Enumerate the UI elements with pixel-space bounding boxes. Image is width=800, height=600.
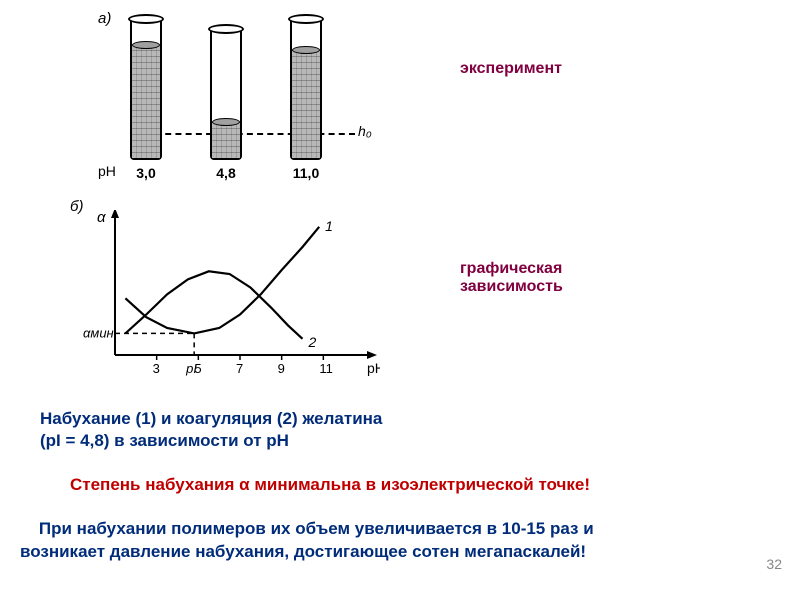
h0-label: h₀ <box>358 123 372 139</box>
h0-line <box>155 133 355 135</box>
tube-1 <box>130 20 162 160</box>
tube-fill <box>132 45 160 158</box>
tube-top <box>128 14 164 24</box>
figure-caption: Набухание (1) и коагуляция (2) желатина … <box>40 408 382 452</box>
chart: αpH357911pIαмин12 <box>80 210 380 385</box>
blue-paragraph: При набухании полимеров их объем увеличи… <box>20 518 790 564</box>
tube-1-ph: 3,0 <box>126 165 166 181</box>
svg-text:2: 2 <box>308 334 317 350</box>
tube-fill-surface <box>132 41 160 49</box>
svg-text:αмин: αмин <box>83 325 114 340</box>
svg-text:3: 3 <box>153 361 160 376</box>
experiment-label: эксперимент <box>460 60 562 78</box>
page-number: 32 <box>766 556 782 572</box>
tube-fill <box>212 122 240 158</box>
chart-svg: αpH357911pIαмин12 <box>80 210 380 385</box>
svg-text:α: α <box>97 210 106 226</box>
tube-fill-surface <box>292 46 320 54</box>
tube-2 <box>210 30 242 160</box>
svg-text:pI: pI <box>185 361 197 376</box>
red-statement: Степень набухания α минимальна в изоэлек… <box>70 475 590 495</box>
svg-text:7: 7 <box>236 361 243 376</box>
svg-text:9: 9 <box>278 361 285 376</box>
tube-fill-surface <box>212 118 240 126</box>
blue-l1: При набухании полимеров их объем увеличи… <box>20 519 594 538</box>
graph-label: графическая зависимость <box>460 260 563 296</box>
caption-line2: (pI = 4,8) в зависимости от pH <box>40 431 289 450</box>
tube-3-ph: 11,0 <box>286 165 326 181</box>
tube-3 <box>290 20 322 160</box>
tube-top <box>208 24 244 34</box>
blue-l2: возникает давление набухания, достигающе… <box>20 542 586 561</box>
tube-top <box>288 14 324 24</box>
tube-2-ph: 4,8 <box>206 165 246 181</box>
svg-text:11: 11 <box>319 361 333 376</box>
tube-fill <box>292 50 320 158</box>
ph-axis-label: pH <box>98 163 116 179</box>
caption-line1: Набухание (1) и коагуляция (2) желатина <box>40 409 382 428</box>
svg-text:pH: pH <box>367 360 380 376</box>
svg-text:1: 1 <box>325 218 333 234</box>
tubes-diagram: h₀ pH 3,0 4,8 11,0 <box>100 15 360 190</box>
